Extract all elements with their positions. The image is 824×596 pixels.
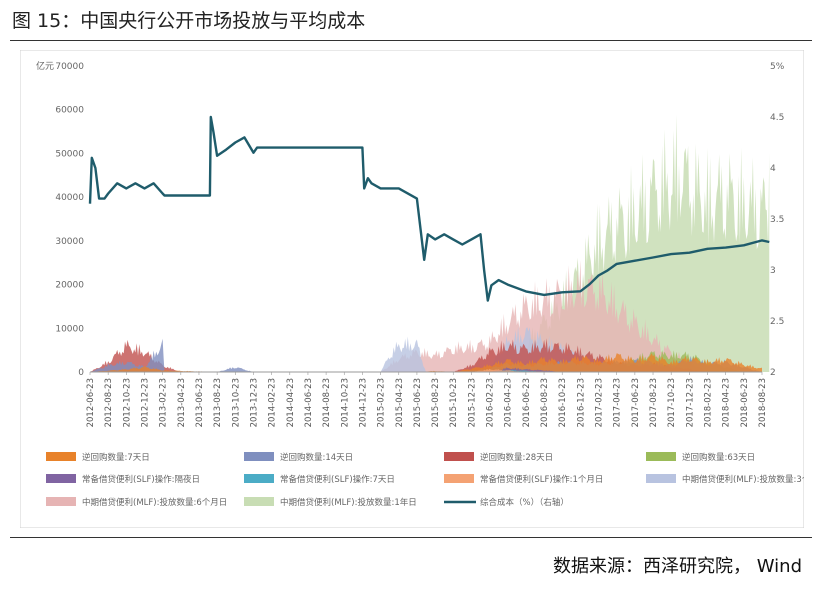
x-tick-label: 2016-10-23 [558,378,568,427]
x-tick-label: 2013-10-23 [231,378,241,427]
left-tick-label: 40000 [55,193,84,203]
left-tick-label: 0 [78,368,84,378]
top-rule [10,40,812,41]
legend-label: 常备借贷便利(SLF)操作:隔夜日 [82,474,200,485]
x-tick-label: 2016-04-23 [504,378,514,427]
x-tick-label: 2015-08-23 [431,378,441,427]
area-8 [90,260,708,372]
right-tick-label: 2 [770,368,776,378]
x-tick-label: 2015-06-23 [413,378,423,427]
x-tick-label: 2016-06-23 [522,378,532,427]
x-tick-label: 2014-12-23 [358,378,368,427]
x-tick-label: 2014-04-23 [286,378,296,427]
legend-label: 综合成本（%）（右轴） [480,497,569,508]
x-tick-label: 2018-02-23 [704,378,714,427]
x-tick-label: 2012-12-23 [140,378,150,427]
x-tick-label: 2015-04-23 [395,378,405,427]
x-tick-label: 2018-08-23 [758,378,768,427]
left-tick-label: 10000 [55,324,84,334]
legend-label: 逆回购数量:14天日 [280,452,353,463]
x-tick-label: 2018-06-23 [740,378,750,427]
left-tick-label: 30000 [55,237,84,247]
legend-label: 中期借贷便利(MLF):投放数量:1年日 [280,497,417,508]
x-tick-label: 2016-08-23 [540,378,550,427]
legend-label: 中期借贷便利(MLF):投放数量:6个月日 [82,497,227,508]
x-tick-label: 2016-02-23 [486,378,496,427]
legend-label: 常备借贷便利(SLF)操作:7天日 [280,474,395,485]
x-tick-label: 2017-04-23 [613,378,623,427]
x-tick-label: 2017-08-23 [649,378,659,427]
right-tick-label: 4.5 [770,113,784,123]
legend-swatch [46,452,76,461]
legend-swatch [646,452,676,461]
left-tick-label: 60000 [55,106,84,116]
legend-label: 逆回购数量:7天日 [82,452,150,463]
legend-label: 逆回购数量:63天日 [682,452,755,463]
x-tick-label: 2013-08-23 [213,378,223,427]
legend-swatch [46,474,76,483]
right-tick-label: 2.5 [770,317,784,327]
x-tick-label: 2014-02-23 [268,378,278,427]
right-tick-label: 3.5 [770,215,784,225]
legend-swatch [444,452,474,461]
legend-label: 逆回购数量:28天日 [480,452,553,463]
x-tick-label: 2013-04-23 [177,378,187,427]
bottom-rule [10,537,812,538]
x-tick-label: 2013-12-23 [249,378,259,427]
x-tick-label: 2017-12-23 [685,378,695,427]
x-tick-label: 2016-12-23 [576,378,586,427]
x-tick-label: 2017-10-23 [667,378,677,427]
left-tick-label: 50000 [55,149,84,159]
x-tick-label: 2015-12-23 [467,378,477,427]
legend-swatch [46,497,76,506]
x-tick-label: 2014-06-23 [304,378,314,427]
legend-label: 常备借贷便利(SLF)操作:1个月日 [480,474,603,485]
legend-label: 中期借贷便利(MLF):投放数量:3个月日 [682,474,804,485]
legend-swatch [244,497,274,506]
x-tick-label: 2015-02-23 [377,378,387,427]
x-tick-label: 2014-08-23 [322,378,332,427]
x-tick-label: 2013-06-23 [195,378,205,427]
legend: 逆回购数量:7天日 逆回购数量:14天日 逆回购数量:28天日 逆回购数量:63天日常… [46,452,804,508]
legend-swatch [646,474,676,483]
legend-swatch [444,474,474,483]
x-tick-label: 2015-10-23 [449,378,459,427]
figure-title: 图 15：中国央行公开市场投放与平均成本 [12,10,366,32]
axes: 010000200003000040000500006000070000亿元22… [36,60,785,427]
legend-swatch [244,452,274,461]
x-tick-label: 2012-10-23 [122,378,132,427]
left-tick-label: 20000 [55,281,84,291]
x-tick-label: 2012-06-23 [86,378,96,427]
x-tick-label: 2017-06-23 [631,378,641,427]
right-tick-label: 5% [770,62,785,72]
left-tick-label: 70000 [55,62,84,72]
legend-swatch [244,474,274,483]
x-tick-label: 2012-08-23 [104,378,114,427]
chart: 010000200003000040000500006000070000亿元22… [20,50,804,528]
cost-line [88,115,770,302]
right-tick-label: 4 [770,164,776,174]
x-tick-label: 2014-10-23 [340,378,350,427]
x-tick-label: 2017-02-23 [595,378,605,427]
x-tick-label: 2013-02-23 [159,378,169,427]
left-axis-unit: 亿元 [36,60,54,72]
area-0 [90,353,762,372]
source-note: 数据来源：西泽研究院， Wind [553,556,802,577]
x-tick-label: 2018-04-23 [722,378,732,427]
right-tick-label: 3 [770,266,776,276]
